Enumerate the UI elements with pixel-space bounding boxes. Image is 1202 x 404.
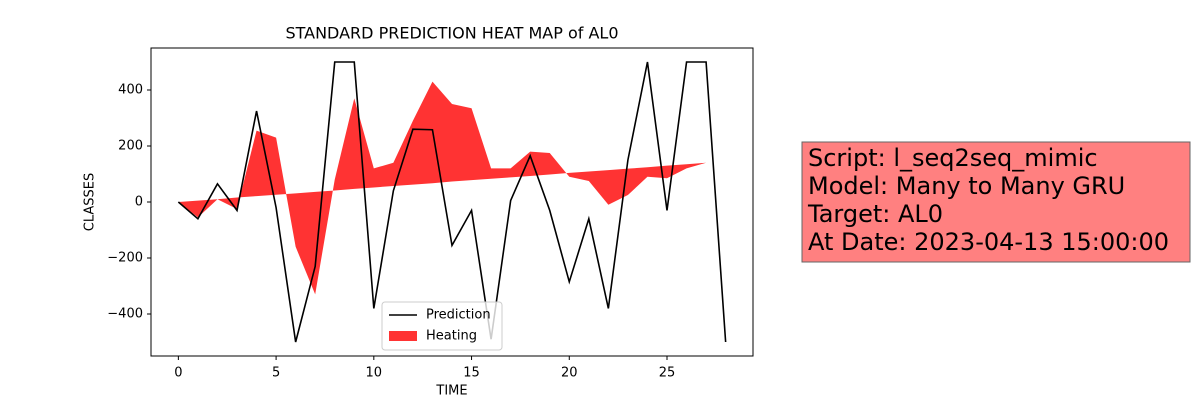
legend-label: Prediction [426, 308, 491, 323]
info-background [801, 141, 1191, 263]
legend-label: Heating [426, 329, 477, 344]
y-tick-label: 200 [118, 139, 143, 154]
prediction-line [177, 61, 727, 343]
x-tick-label: 15 [463, 366, 480, 381]
x-tick-label: 10 [366, 366, 383, 381]
y-tick-label: −400 [107, 307, 143, 322]
y-axis-label: CLASSES [83, 173, 98, 231]
x-tick-label: 5 [272, 366, 280, 381]
heat-area [178, 81, 726, 295]
info-line: Target: AL0 [807, 200, 943, 228]
x-tick-label: 20 [561, 366, 578, 381]
info-line: Model: Many to Many GRU [808, 172, 1125, 200]
x-tick-label: 0 [174, 366, 182, 381]
y-tick-label: 0 [135, 195, 143, 210]
y-tick-label: −200 [107, 251, 143, 266]
chart-title: STANDARD PREDICTION HEAT MAP of AL0 [285, 24, 618, 43]
y-tick-label: 400 [118, 83, 143, 98]
info-line: At Date: 2023-04-13 15:00:00 [808, 228, 1169, 256]
legend: Prediction Heating [381, 301, 503, 351]
legend-swatch [389, 331, 417, 341]
info-line: Script: l_seq2seq_mimic [808, 144, 1098, 172]
x-tick-label: 25 [659, 366, 676, 381]
x-axis-label: TIME [435, 384, 467, 399]
